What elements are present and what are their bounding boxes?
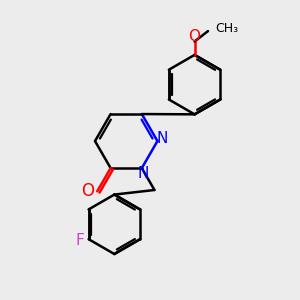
Text: N: N xyxy=(156,130,168,146)
Text: O: O xyxy=(189,29,201,44)
Text: CH₃: CH₃ xyxy=(215,22,238,34)
Text: F: F xyxy=(76,233,85,248)
Text: N: N xyxy=(138,166,149,181)
Text: O: O xyxy=(81,182,94,200)
